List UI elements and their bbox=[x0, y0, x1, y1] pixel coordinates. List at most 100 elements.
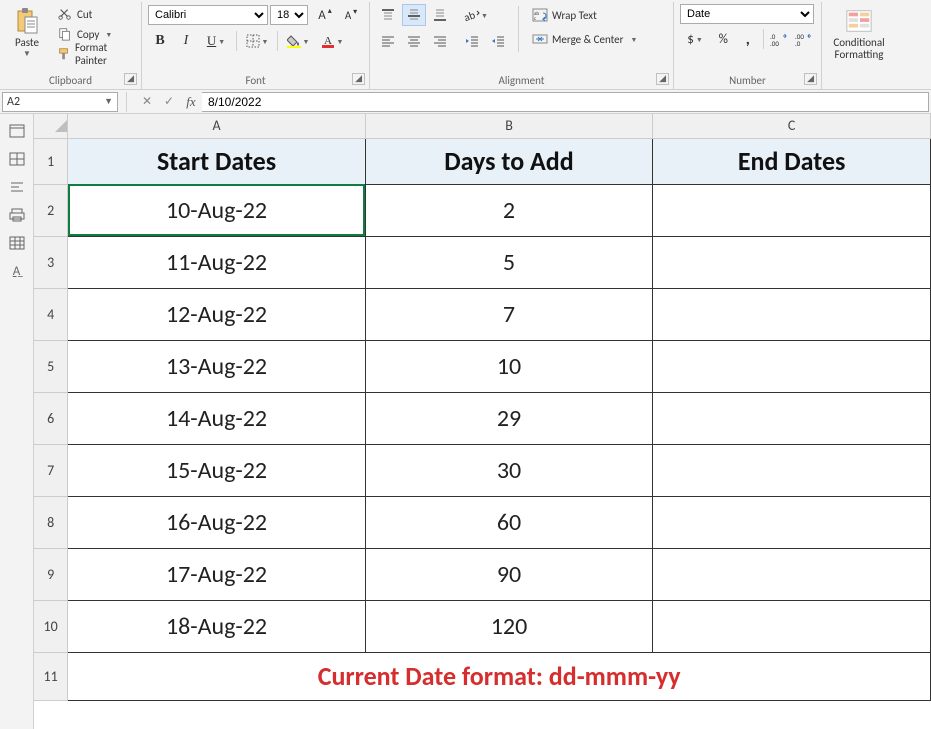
accounting-format-button[interactable]: $▼ bbox=[680, 28, 710, 50]
bold-button[interactable]: B bbox=[148, 30, 172, 52]
cell-B7[interactable]: 30 bbox=[365, 444, 652, 496]
cell-B1[interactable]: Days to Add bbox=[365, 138, 652, 184]
wrap-text-button[interactable]: abc Wrap Text bbox=[527, 4, 642, 26]
cell-C3[interactable] bbox=[653, 236, 931, 288]
row-header-6[interactable]: 6 bbox=[34, 392, 68, 444]
cell-A5[interactable]: 13-Aug-22 bbox=[68, 340, 365, 392]
cell-A10[interactable]: 18-Aug-22 bbox=[68, 600, 365, 652]
chevron-down-icon: ▼ bbox=[696, 35, 703, 44]
align-icon[interactable] bbox=[5, 176, 29, 198]
row-header-4[interactable]: 4 bbox=[34, 288, 68, 340]
cell-A4[interactable]: 12-Aug-22 bbox=[68, 288, 365, 340]
increase-indent-button[interactable] bbox=[486, 30, 510, 52]
insert-function-button[interactable]: fx bbox=[180, 92, 202, 112]
align-left-button[interactable] bbox=[376, 30, 400, 52]
decrease-font-icon: A▾ bbox=[345, 9, 351, 22]
cell-B4[interactable]: 7 bbox=[365, 288, 652, 340]
select-all-corner[interactable] bbox=[34, 114, 68, 138]
percent-format-button[interactable]: % bbox=[712, 28, 735, 50]
cell-B3[interactable]: 5 bbox=[365, 236, 652, 288]
merge-center-button[interactable]: Merge & Center ▼ bbox=[527, 28, 642, 50]
svg-text:.0: .0 bbox=[795, 39, 801, 46]
number-dialog-launcher[interactable]: ◢ bbox=[804, 73, 817, 85]
font-name-select[interactable]: Calibri bbox=[148, 5, 268, 25]
cell-A9[interactable]: 17-Aug-22 bbox=[68, 548, 365, 600]
cell-A1[interactable]: Start Dates bbox=[68, 138, 365, 184]
paste-button[interactable]: Paste ▼ bbox=[6, 4, 48, 72]
formula-input[interactable] bbox=[202, 92, 929, 112]
name-box[interactable]: A2 ▼ bbox=[2, 92, 118, 112]
group-label-number: Number bbox=[680, 72, 815, 89]
font-color-button[interactable]: A ▼ bbox=[316, 30, 348, 52]
cell-A11[interactable]: Current Date format: dd-mmm-yy bbox=[68, 652, 931, 700]
number-format-select[interactable]: Date bbox=[680, 4, 814, 24]
cell-A8[interactable]: 16-Aug-22 bbox=[68, 496, 365, 548]
alignment-dialog-launcher[interactable]: ◢ bbox=[656, 73, 669, 85]
table-icon[interactable] bbox=[5, 232, 29, 254]
x-icon: ✕ bbox=[142, 94, 152, 109]
enter-formula-button[interactable]: ✓ bbox=[158, 92, 180, 112]
col-header-A[interactable]: A bbox=[68, 114, 365, 138]
format-painter-button[interactable]: Format Painter bbox=[52, 44, 135, 64]
row-header-11[interactable]: 11 bbox=[34, 652, 68, 700]
align-top-button[interactable] bbox=[376, 4, 400, 26]
cell-C7[interactable] bbox=[653, 444, 931, 496]
font-dialog-launcher[interactable]: ◢ bbox=[352, 73, 365, 85]
cell-A3[interactable]: 11-Aug-22 bbox=[68, 236, 365, 288]
increase-decimal-button[interactable]: .0.00 bbox=[768, 28, 791, 50]
orientation-button[interactable]: ab▼ bbox=[460, 4, 492, 26]
row-header-8[interactable]: 8 bbox=[34, 496, 68, 548]
cell-C4[interactable] bbox=[653, 288, 931, 340]
col-header-C[interactable]: C bbox=[653, 114, 931, 138]
italic-button[interactable]: I bbox=[174, 30, 198, 52]
align-center-button[interactable] bbox=[402, 30, 426, 52]
cell-B2[interactable]: 2 bbox=[365, 184, 652, 236]
row-header-1[interactable]: 1 bbox=[34, 138, 68, 184]
clipboard-dialog-launcher[interactable]: ◢ bbox=[124, 73, 137, 85]
window-icon[interactable] bbox=[5, 120, 29, 142]
cell-A2[interactable]: 10-Aug-22 bbox=[68, 184, 365, 236]
orientation-icon: ab bbox=[464, 8, 480, 22]
row-header-9[interactable]: 9 bbox=[34, 548, 68, 600]
row-header-2[interactable]: 2 bbox=[34, 184, 68, 236]
decrease-font-button[interactable]: A▾ bbox=[336, 4, 360, 26]
cell-C10[interactable] bbox=[653, 600, 931, 652]
decrease-indent-button[interactable] bbox=[460, 30, 484, 52]
decrease-decimal-button[interactable]: .00.0 bbox=[792, 28, 815, 50]
row-header-10[interactable]: 10 bbox=[34, 600, 68, 652]
print-icon[interactable] bbox=[5, 204, 29, 226]
comma-format-button[interactable]: , bbox=[737, 28, 760, 50]
align-middle-button[interactable] bbox=[402, 4, 426, 26]
increase-indent-icon bbox=[490, 34, 506, 48]
cell-C8[interactable] bbox=[653, 496, 931, 548]
cell-C1[interactable]: End Dates bbox=[653, 138, 931, 184]
row-header-7[interactable]: 7 bbox=[34, 444, 68, 496]
cell-A7[interactable]: 15-Aug-22 bbox=[68, 444, 365, 496]
row-header-5[interactable]: 5 bbox=[34, 340, 68, 392]
row-header-3[interactable]: 3 bbox=[34, 236, 68, 288]
cell-C9[interactable] bbox=[653, 548, 931, 600]
align-bottom-button[interactable] bbox=[428, 4, 452, 26]
cell-A6[interactable]: 14-Aug-22 bbox=[68, 392, 365, 444]
align-right-button[interactable] bbox=[428, 30, 452, 52]
col-header-B[interactable]: B bbox=[365, 114, 652, 138]
cell-C2[interactable] bbox=[653, 184, 931, 236]
cell-B6[interactable]: 29 bbox=[365, 392, 652, 444]
cell-B8[interactable]: 60 bbox=[365, 496, 652, 548]
font-size-select[interactable]: 18 bbox=[270, 5, 308, 25]
cut-button[interactable]: Cut bbox=[52, 4, 135, 24]
increase-font-button[interactable]: A▴ bbox=[310, 4, 334, 26]
borders-button[interactable]: ▼ bbox=[241, 30, 273, 52]
grid-icon[interactable] bbox=[5, 148, 29, 170]
underline-button[interactable]: U▼ bbox=[200, 30, 232, 52]
fill-color-button[interactable]: ▼ bbox=[282, 30, 314, 52]
cell-C5[interactable] bbox=[653, 340, 931, 392]
cell-B5[interactable]: 10 bbox=[365, 340, 652, 392]
spreadsheet-grid[interactable]: ABC1Start DatesDays to AddEnd Dates210-A… bbox=[34, 114, 931, 729]
char-icon[interactable]: A̲ bbox=[5, 260, 29, 282]
cell-C6[interactable] bbox=[653, 392, 931, 444]
conditional-formatting-button[interactable]: ConditionalFormatting bbox=[828, 4, 890, 72]
cancel-formula-button[interactable]: ✕ bbox=[136, 92, 158, 112]
cell-B10[interactable]: 120 bbox=[365, 600, 652, 652]
cell-B9[interactable]: 90 bbox=[365, 548, 652, 600]
